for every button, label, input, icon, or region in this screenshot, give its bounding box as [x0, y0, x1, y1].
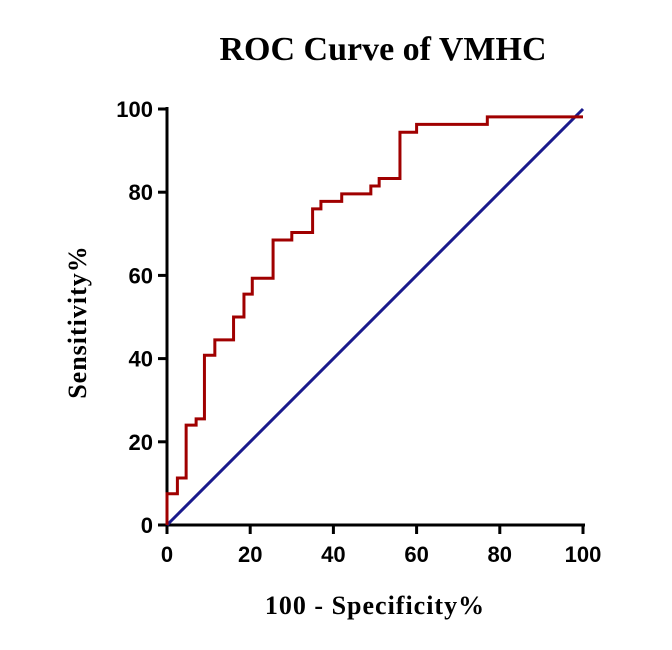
y-tick-label: 0 [141, 513, 153, 538]
reference-line [165, 107, 585, 527]
plot-area: 0 20 40 60 80 100 0 20 40 60 80 100 [116, 97, 601, 567]
x-tick-label: 20 [238, 542, 262, 567]
x-tick-label: 40 [321, 542, 345, 567]
y-tick-label: 60 [129, 263, 153, 288]
roc-curve [165, 115, 583, 525]
x-tick-label: 80 [488, 542, 512, 567]
y-tick-label: 40 [129, 347, 153, 372]
chart-title: ROC Curve of VMHC [219, 31, 546, 68]
y-tick-label: 80 [129, 180, 153, 205]
x-tick-label: 100 [565, 542, 602, 567]
x-tick-label: 0 [161, 542, 173, 567]
y-tick-label: 20 [129, 430, 153, 455]
y-tick-label: 100 [116, 97, 153, 122]
x-tick-label: 60 [404, 542, 428, 567]
x-axis-label: 100 - Specificity% [265, 591, 485, 620]
y-axis-label: Sensitivity% [63, 245, 92, 399]
